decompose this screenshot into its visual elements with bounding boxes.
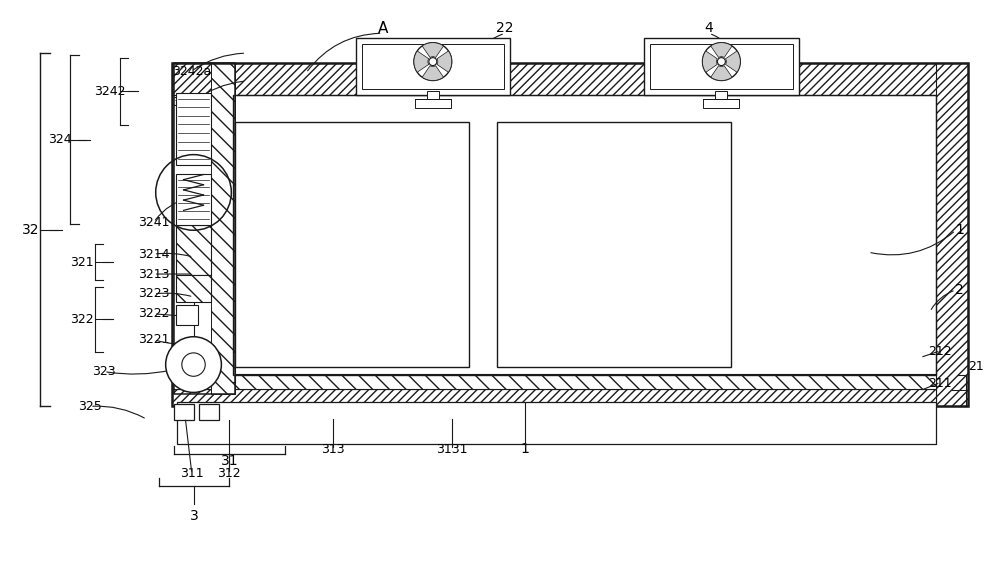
Text: 3: 3 bbox=[190, 509, 198, 523]
Circle shape bbox=[429, 58, 437, 66]
Text: 32: 32 bbox=[22, 223, 39, 237]
Text: 325: 325 bbox=[78, 400, 102, 413]
Bar bbox=[703, 99, 739, 108]
Bar bbox=[177, 402, 936, 444]
Text: 3242a: 3242a bbox=[172, 65, 211, 78]
Text: 4: 4 bbox=[705, 21, 713, 35]
Text: 321: 321 bbox=[70, 256, 94, 269]
Text: 3221: 3221 bbox=[138, 333, 169, 346]
Circle shape bbox=[717, 58, 725, 66]
Bar bbox=[172, 63, 968, 95]
Text: 3242: 3242 bbox=[94, 85, 126, 98]
Text: 312: 312 bbox=[218, 466, 241, 479]
Text: 1: 1 bbox=[955, 223, 964, 237]
Polygon shape bbox=[711, 66, 732, 80]
Circle shape bbox=[414, 43, 452, 80]
Circle shape bbox=[166, 337, 221, 392]
Text: 3222: 3222 bbox=[138, 307, 169, 320]
Polygon shape bbox=[422, 66, 444, 80]
Bar bbox=[177, 402, 936, 414]
Text: 322: 322 bbox=[70, 313, 94, 326]
Polygon shape bbox=[414, 51, 429, 72]
Bar bbox=[650, 44, 793, 89]
Circle shape bbox=[182, 353, 205, 377]
Text: 21: 21 bbox=[968, 360, 984, 373]
Text: A: A bbox=[377, 21, 388, 36]
Text: 323: 323 bbox=[92, 365, 116, 378]
Text: 3213: 3213 bbox=[138, 268, 169, 280]
Bar bbox=[177, 435, 936, 444]
Text: 311: 311 bbox=[180, 466, 203, 479]
Text: 212: 212 bbox=[928, 345, 952, 358]
Polygon shape bbox=[726, 51, 740, 72]
Bar bbox=[497, 122, 731, 366]
Bar bbox=[172, 63, 968, 406]
Bar bbox=[415, 99, 451, 108]
Bar bbox=[199, 405, 219, 420]
Text: 31: 31 bbox=[221, 454, 238, 468]
Bar bbox=[174, 63, 235, 395]
Polygon shape bbox=[711, 43, 732, 57]
Circle shape bbox=[702, 43, 740, 80]
Polygon shape bbox=[422, 43, 444, 57]
Bar bbox=[233, 95, 936, 374]
Bar bbox=[176, 275, 211, 302]
Text: 3131: 3131 bbox=[436, 443, 468, 456]
Text: 313: 313 bbox=[321, 443, 345, 456]
Text: 3241: 3241 bbox=[138, 216, 169, 229]
Text: 3214: 3214 bbox=[138, 248, 169, 261]
Text: 22: 22 bbox=[496, 21, 514, 35]
Bar bbox=[235, 122, 469, 366]
Bar bbox=[172, 374, 936, 389]
Bar bbox=[715, 91, 727, 100]
Text: 3242b: 3242b bbox=[172, 97, 211, 110]
Bar bbox=[362, 44, 504, 89]
Bar bbox=[176, 93, 211, 165]
Bar bbox=[174, 405, 194, 420]
Bar bbox=[176, 305, 198, 325]
Text: 3223: 3223 bbox=[138, 287, 169, 301]
Bar bbox=[936, 63, 968, 406]
Bar bbox=[356, 38, 510, 95]
Text: 324: 324 bbox=[48, 133, 72, 146]
Text: 211: 211 bbox=[928, 377, 952, 390]
Bar bbox=[176, 174, 211, 225]
Polygon shape bbox=[437, 51, 452, 72]
Bar bbox=[427, 91, 439, 100]
Bar bbox=[176, 225, 211, 275]
Bar bbox=[172, 389, 936, 406]
Bar bbox=[211, 63, 235, 395]
Text: 2: 2 bbox=[955, 283, 964, 297]
Polygon shape bbox=[703, 51, 717, 72]
Bar bbox=[644, 38, 799, 95]
Text: 1: 1 bbox=[520, 442, 529, 456]
